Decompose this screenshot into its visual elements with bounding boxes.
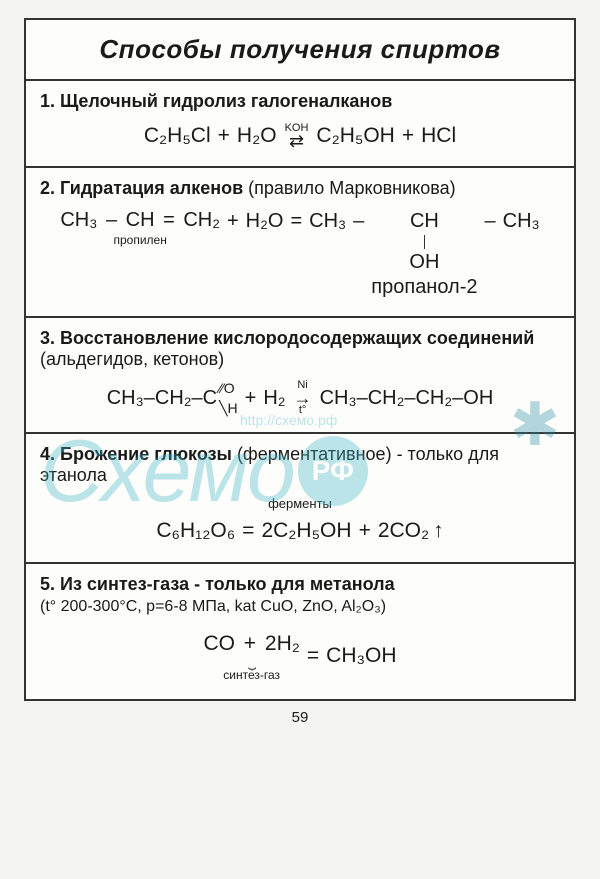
op-plus: + — [402, 122, 414, 150]
section-5: 5. Из синтез-газа - только для метанола … — [26, 564, 574, 699]
page-title: Способы получения спиртов — [26, 20, 574, 81]
section-num: 2. — [40, 178, 55, 198]
eq-term: HCl — [421, 122, 456, 150]
chem: CH₃–CH₂–CH₂–OH — [320, 386, 494, 411]
chem: ⁄⁄O — [219, 382, 238, 395]
bond-icon — [424, 235, 425, 249]
op-plus: + — [218, 122, 230, 150]
chem: 2C₂H₅OH — [261, 517, 351, 545]
chem: CH₃ — [503, 209, 540, 234]
chem: CH₃ — [309, 209, 346, 234]
section-note: (t° 200-300°С, р=6-8 МПа, kat CuO, ZnO, … — [40, 598, 386, 615]
section-3-heading: 3. Восстановление кислородосодержащих со… — [40, 328, 560, 370]
section-title: Восстановление кислородосодержащих соеди… — [60, 328, 534, 348]
op-eq: = — [242, 517, 254, 545]
chem: C₆H₁₂O₆ — [156, 517, 235, 545]
eq-term: C₂H₅Cl — [144, 122, 211, 150]
eq-term: CH₃ – CH = CH₂ пропилен — [60, 209, 220, 248]
reaction-arrow: Ni → t° — [294, 380, 312, 416]
chem: H₂O — [246, 209, 284, 234]
section-4: 4. Брожение глюкозы (ферментативное) - т… — [26, 434, 574, 563]
section-num: 3. — [40, 328, 55, 348]
section-title: Брожение глюкозы — [60, 444, 232, 464]
section-title: Гидратация алкенов — [60, 178, 243, 198]
section-2: 2. Гидратация алкенов (правило Марковник… — [26, 168, 574, 318]
eq-term: C₂H₅OH — [316, 122, 394, 150]
page: Способы получения спиртов 1. Щелочный ги… — [0, 0, 600, 736]
section-note: (правило Марковникова) — [248, 178, 455, 198]
reaction-arrow: KOH ⇄ — [285, 123, 309, 150]
chem: CH₃–CH₂–C — [107, 386, 217, 411]
chem: H₂ — [263, 386, 285, 411]
op-plus: + — [227, 209, 239, 234]
arrow-condition: t° — [299, 405, 306, 416]
chem: ╲H — [219, 402, 238, 415]
section-3: 3. Восстановление кислородосодержащих со… — [26, 318, 574, 434]
note-above: ферменты — [40, 496, 560, 511]
equation-4: C₆H₁₂O₆ = 2C₂H₅OH + 2CO₂↑ — [40, 517, 560, 545]
chem: CH₂ — [183, 209, 220, 231]
section-note: (альдегидов, кетонов) — [40, 349, 224, 369]
section-num: 5. — [40, 574, 55, 594]
section-num: 4. — [40, 444, 55, 464]
section-5-heading: 5. Из синтез-газа - только для метанола … — [40, 574, 560, 616]
chem: CH₃OH — [326, 642, 396, 670]
section-1: 1. Щелочный гидролиз галогеналканов C₂H₅… — [26, 81, 574, 168]
section-2-heading: 2. Гидратация алкенов (правило Марковник… — [40, 178, 560, 199]
label-under: пропанол-2 — [371, 275, 477, 300]
label-under: пропилен — [113, 234, 166, 248]
content-table: Способы получения спиртов 1. Щелочный ги… — [24, 18, 576, 701]
aldehyde-group: CH₃–CH₂–C ⁄⁄O ╲H — [107, 386, 238, 411]
op-plus: + — [359, 517, 371, 545]
section-num: 1. — [40, 91, 55, 111]
chem: CH — [126, 209, 155, 231]
section-title: Из синтез-газа - только для метанола — [60, 574, 395, 594]
equation-2: CH₃ – CH = CH₂ пропилен + H₂O = CH₃ – CH… — [40, 209, 560, 300]
chem: CH — [410, 209, 439, 234]
op-plus: + — [244, 632, 256, 655]
chem: CO — [203, 632, 235, 655]
label-under: синтез-газ — [223, 667, 280, 683]
section-title: Щелочный гидролиз галогеналканов — [60, 91, 392, 111]
chem: 2H₂ — [265, 632, 300, 655]
section-1-heading: 1. Щелочный гидролиз галогеналканов — [40, 91, 560, 112]
equation-5: CO + 2H₂ ⏟ синтез-газ = CH₃OH — [40, 630, 560, 683]
aldehyde-branch: ⁄⁄O ╲H — [219, 386, 238, 411]
gas-arrow-icon: ↑ — [433, 517, 444, 545]
op-eq: = — [307, 642, 319, 670]
eq-term: H₂O — [237, 122, 277, 150]
equation-1: C₂H₅Cl + H₂O KOH ⇄ C₂H₅OH + HCl — [40, 122, 560, 150]
op-eq: = — [290, 209, 302, 234]
op-plus: + — [245, 386, 257, 411]
page-number: 59 — [24, 709, 576, 726]
chem-branch: CH OH пропанол-2 — [371, 209, 477, 300]
chem: 2CO₂ — [378, 517, 429, 545]
chem: OH — [409, 250, 439, 275]
underbrace-group: CO + 2H₂ ⏟ синтез-газ — [203, 630, 299, 683]
section-4-heading: 4. Брожение глюкозы (ферментативное) - т… — [40, 444, 560, 486]
equation-3: CH₃–CH₂–C ⁄⁄O ╲H + H₂ Ni → t° CH₃–CH₂–CH… — [40, 380, 560, 416]
arrow-icon: ⇄ — [289, 132, 304, 150]
chem: CH₃ — [60, 209, 97, 231]
